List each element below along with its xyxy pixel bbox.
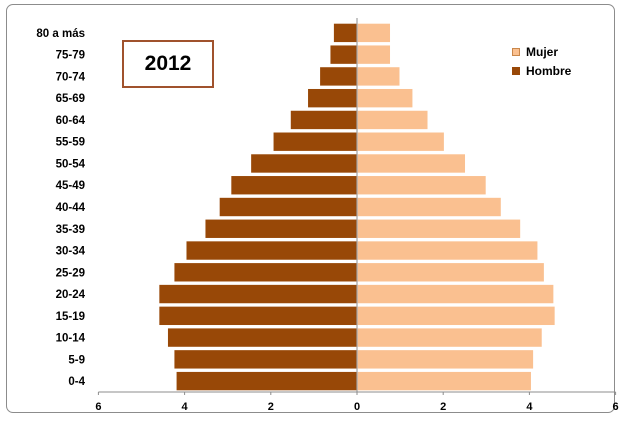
x-tick-label: 4	[182, 401, 189, 413]
legend-swatch-hombre	[512, 66, 520, 75]
bar-hombre-55-59	[272, 131, 358, 153]
category-label-45-49: 45-49	[56, 180, 85, 192]
bar-hombre-20-24	[158, 283, 358, 305]
x-tick-label: 2	[268, 401, 274, 413]
category-label-0-4: 0-4	[68, 376, 85, 388]
category-label-75-79: 75-79	[56, 50, 85, 62]
legend: Mujer Hombre	[512, 42, 612, 80]
x-tick-label: 6	[613, 401, 619, 413]
legend-label-hombre: Hombre	[526, 63, 572, 78]
chart-title-year: 2012	[144, 52, 192, 75]
bar-mujer-20-24	[356, 283, 555, 305]
bar-mujer-60-64	[356, 109, 429, 131]
year-label-box: 2012	[122, 40, 214, 88]
bar-hombre-30-34	[185, 240, 358, 261]
bar-hombre-5-9	[173, 348, 358, 370]
bar-hombre-10-14	[166, 327, 358, 348]
category-label-80-a-m-s: 80 a más	[36, 28, 85, 40]
bar-hombre-70-74	[318, 66, 358, 87]
category-label-70-74: 70-74	[56, 71, 86, 83]
bar-mujer-30-34	[356, 240, 539, 261]
x-tick-label: 4	[526, 401, 533, 413]
bars-layer	[158, 22, 556, 392]
bar-mujer-25-29	[356, 261, 546, 283]
category-label-55-59: 55-59	[56, 137, 85, 149]
labels-layer: 0-4 5-9 10-14 15-19 20-24 25-29 30-34 35-39 40-4…	[36, 28, 618, 413]
bar-mujer-55-59	[356, 131, 446, 153]
bar-hombre-0-4	[175, 370, 358, 392]
legend-item-hombre: Hombre	[512, 61, 612, 80]
legend-label-mujer: Mujer	[526, 44, 559, 59]
bar-hombre-40-44	[218, 196, 358, 218]
bar-mujer-10-14	[356, 327, 543, 348]
category-label-25-29: 25-29	[56, 267, 85, 279]
category-label-30-34: 30-34	[56, 246, 86, 258]
bar-hombre-25-29	[173, 261, 358, 283]
category-label-5-9: 5-9	[68, 354, 85, 366]
bar-mujer-45-49	[356, 174, 487, 196]
bar-mujer-35-39	[356, 218, 522, 240]
bar-mujer-0-4	[356, 370, 533, 392]
bar-hombre-60-64	[289, 109, 358, 131]
bar-hombre-15-19	[158, 305, 358, 327]
legend-swatch-mujer	[512, 47, 520, 56]
bar-hombre-50-54	[249, 153, 358, 174]
axis-layer	[97, 18, 617, 395]
bar-mujer-70-74	[356, 66, 401, 87]
category-label-10-14: 10-14	[56, 333, 86, 345]
category-label-20-24: 20-24	[56, 289, 86, 301]
bar-hombre-80-a-m-s	[332, 22, 358, 44]
bar-mujer-65-69	[356, 87, 414, 109]
category-label-35-39: 35-39	[56, 224, 85, 236]
category-label-60-64: 60-64	[56, 115, 86, 127]
bar-hombre-65-69	[306, 87, 358, 109]
bar-mujer-15-19	[356, 305, 556, 327]
bar-hombre-75-79	[329, 44, 358, 66]
category-label-65-69: 65-69	[56, 93, 85, 105]
bar-mujer-80-a-m-s	[356, 22, 392, 44]
bar-mujer-50-54	[356, 153, 467, 174]
x-tick-label: 6	[95, 401, 101, 413]
x-tick-label: 2	[440, 401, 446, 413]
bar-mujer-75-79	[356, 44, 392, 66]
x-tick-label: 0	[354, 401, 360, 413]
bar-mujer-40-44	[356, 196, 502, 218]
legend-item-mujer: Mujer	[512, 42, 612, 61]
bar-hombre-45-49	[230, 174, 358, 196]
bar-hombre-35-39	[204, 218, 358, 240]
category-label-15-19: 15-19	[56, 311, 85, 323]
category-label-50-54: 50-54	[56, 158, 86, 170]
category-label-40-44: 40-44	[56, 202, 86, 214]
bar-mujer-5-9	[356, 348, 535, 370]
